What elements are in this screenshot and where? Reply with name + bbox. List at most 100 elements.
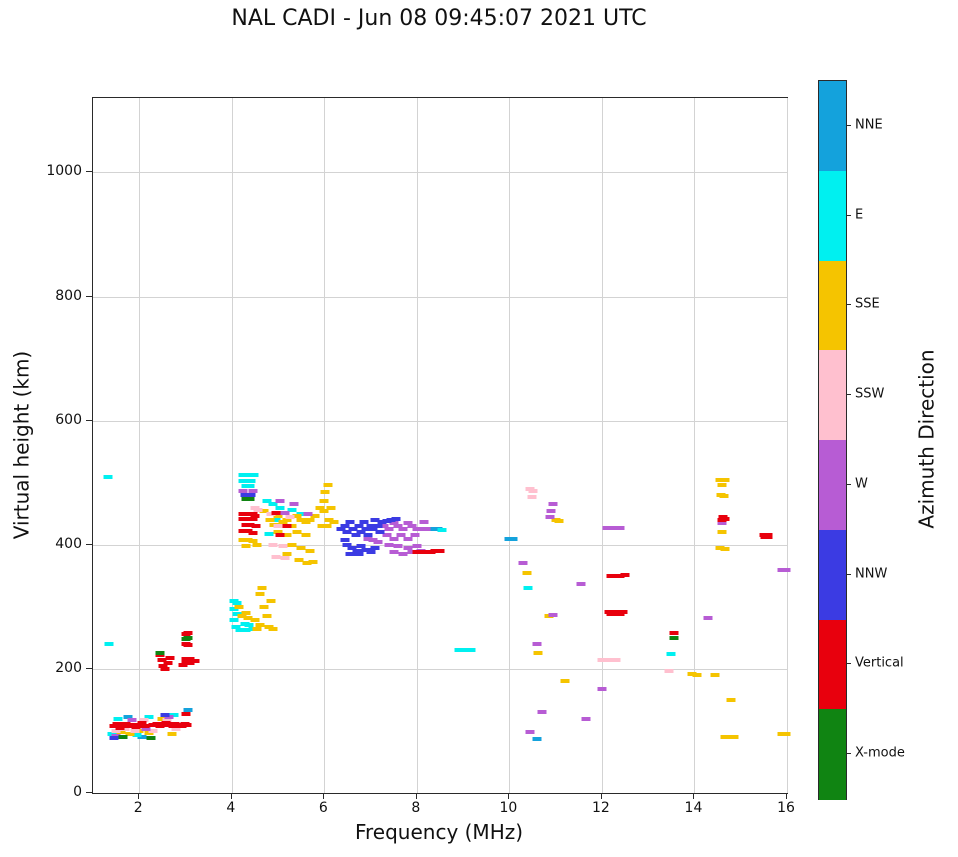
echo-point-vertical xyxy=(241,522,251,527)
echo-point-w xyxy=(289,502,299,507)
gridline-vertical xyxy=(231,98,233,793)
echo-point-e xyxy=(229,618,239,623)
echo-point-w xyxy=(389,521,399,526)
echo-point-sse xyxy=(273,530,283,535)
echo-point-nnw xyxy=(366,524,376,529)
echo-point-vertical xyxy=(112,721,122,726)
echo-point-e xyxy=(275,505,285,510)
colorbar-label-ssw: SSW xyxy=(855,386,885,402)
y-tick-mark xyxy=(86,543,92,545)
echo-point-vertical xyxy=(165,655,175,660)
echo-point-sse xyxy=(322,524,332,529)
echo-point-vertical xyxy=(606,612,616,617)
echo-point-ssw xyxy=(271,555,281,560)
echo-point-e xyxy=(241,628,251,633)
echo-point-ssw xyxy=(597,657,607,662)
echo-point-nnw xyxy=(356,530,366,535)
x-tick-mark xyxy=(786,793,787,799)
echo-point-ssw xyxy=(280,556,290,561)
echo-point-ssw xyxy=(162,717,172,722)
echo-point-ssw xyxy=(285,514,295,519)
echo-point-vertical xyxy=(137,720,147,725)
echo-point-e xyxy=(296,511,306,516)
echo-point-w xyxy=(548,502,558,507)
echo-point-vertical xyxy=(168,723,178,728)
echo-point-sse xyxy=(310,514,320,519)
echo-point-sse xyxy=(287,542,297,547)
echo-point-sse xyxy=(259,508,269,513)
echo-point-vertical xyxy=(615,612,625,617)
echo-point-nnw xyxy=(345,520,355,525)
echo-point-e xyxy=(246,478,256,483)
echo-point-sse xyxy=(715,545,725,550)
echo-point-w xyxy=(141,727,151,732)
echo-point-nnw xyxy=(342,530,352,535)
echo-point-nnw xyxy=(347,545,357,550)
y-tick-label: 0 xyxy=(73,784,82,800)
echo-point-sse xyxy=(717,482,727,487)
echo-point-nnw xyxy=(361,527,371,532)
echo-point-sse xyxy=(715,477,725,482)
x-tick-mark xyxy=(600,793,602,799)
echo-point-w xyxy=(597,687,607,692)
echo-point-w xyxy=(615,526,625,531)
x-tick-label: 8 xyxy=(411,800,421,816)
echo-point-vertical xyxy=(250,514,260,519)
echo-point-vertical xyxy=(763,535,773,540)
echo-point-sse xyxy=(323,483,333,488)
echo-point-sse xyxy=(324,517,334,522)
y-tick-label: 800 xyxy=(55,287,82,304)
echo-point-w xyxy=(238,489,248,494)
echo-point-w xyxy=(410,533,420,538)
echo-point-nnw xyxy=(348,527,358,532)
echo-point-vertical xyxy=(190,658,200,663)
echo-point-vertical xyxy=(160,666,170,671)
echo-point-w xyxy=(368,537,378,542)
echo-point-vertical xyxy=(181,656,191,661)
echo-point-ssw xyxy=(120,727,130,732)
echo-point-sse xyxy=(315,505,325,510)
echo-point-e xyxy=(231,624,241,629)
echo-point-w xyxy=(398,526,408,531)
echo-point-e xyxy=(248,626,258,631)
echo-point-w xyxy=(403,545,413,550)
gridline-horizontal xyxy=(93,668,787,670)
y-axis-label: Virtual height (km) xyxy=(9,350,33,539)
gridline-vertical xyxy=(324,98,326,793)
echo-point-w xyxy=(602,526,612,531)
y-tick-label: 200 xyxy=(55,659,82,676)
gridline-horizontal xyxy=(93,296,787,298)
x-tick-label: 10 xyxy=(499,800,518,816)
echo-point-sse xyxy=(319,508,329,513)
echo-point-x-mode xyxy=(118,735,128,740)
echo-point-w xyxy=(373,539,383,544)
echo-point-w xyxy=(398,552,408,557)
echo-point-sse xyxy=(252,542,262,547)
echo-point-sse xyxy=(294,558,304,563)
echo-point-e xyxy=(466,648,476,653)
echo-point-nnw xyxy=(377,520,387,525)
colorbar-tick xyxy=(847,753,851,755)
colorbar-segment-e xyxy=(819,170,846,261)
echo-point-nnw xyxy=(340,524,350,529)
echo-point-vertical xyxy=(609,609,618,614)
echo-point-sse xyxy=(301,520,311,525)
echo-point-w xyxy=(384,542,394,547)
echo-point-e xyxy=(249,473,259,478)
echo-point-ssw xyxy=(611,657,621,662)
echo-point-vertical xyxy=(606,573,616,578)
colorbar-segment-w xyxy=(819,440,846,531)
echo-point-sse xyxy=(264,624,274,629)
echo-point-sse xyxy=(292,514,302,519)
echo-point-nnw xyxy=(370,545,380,550)
echo-point-ssw xyxy=(130,728,140,733)
x-tick-label: 4 xyxy=(226,800,236,816)
echo-point-ssw xyxy=(148,728,158,733)
echo-point-vertical xyxy=(152,721,162,726)
echo-point-sse xyxy=(781,732,791,737)
echo-point-w xyxy=(127,717,137,722)
echo-point-e xyxy=(229,607,239,612)
echo-point-sse xyxy=(720,735,730,740)
echo-point-sse xyxy=(320,490,330,495)
echo-point-nne xyxy=(428,527,438,532)
